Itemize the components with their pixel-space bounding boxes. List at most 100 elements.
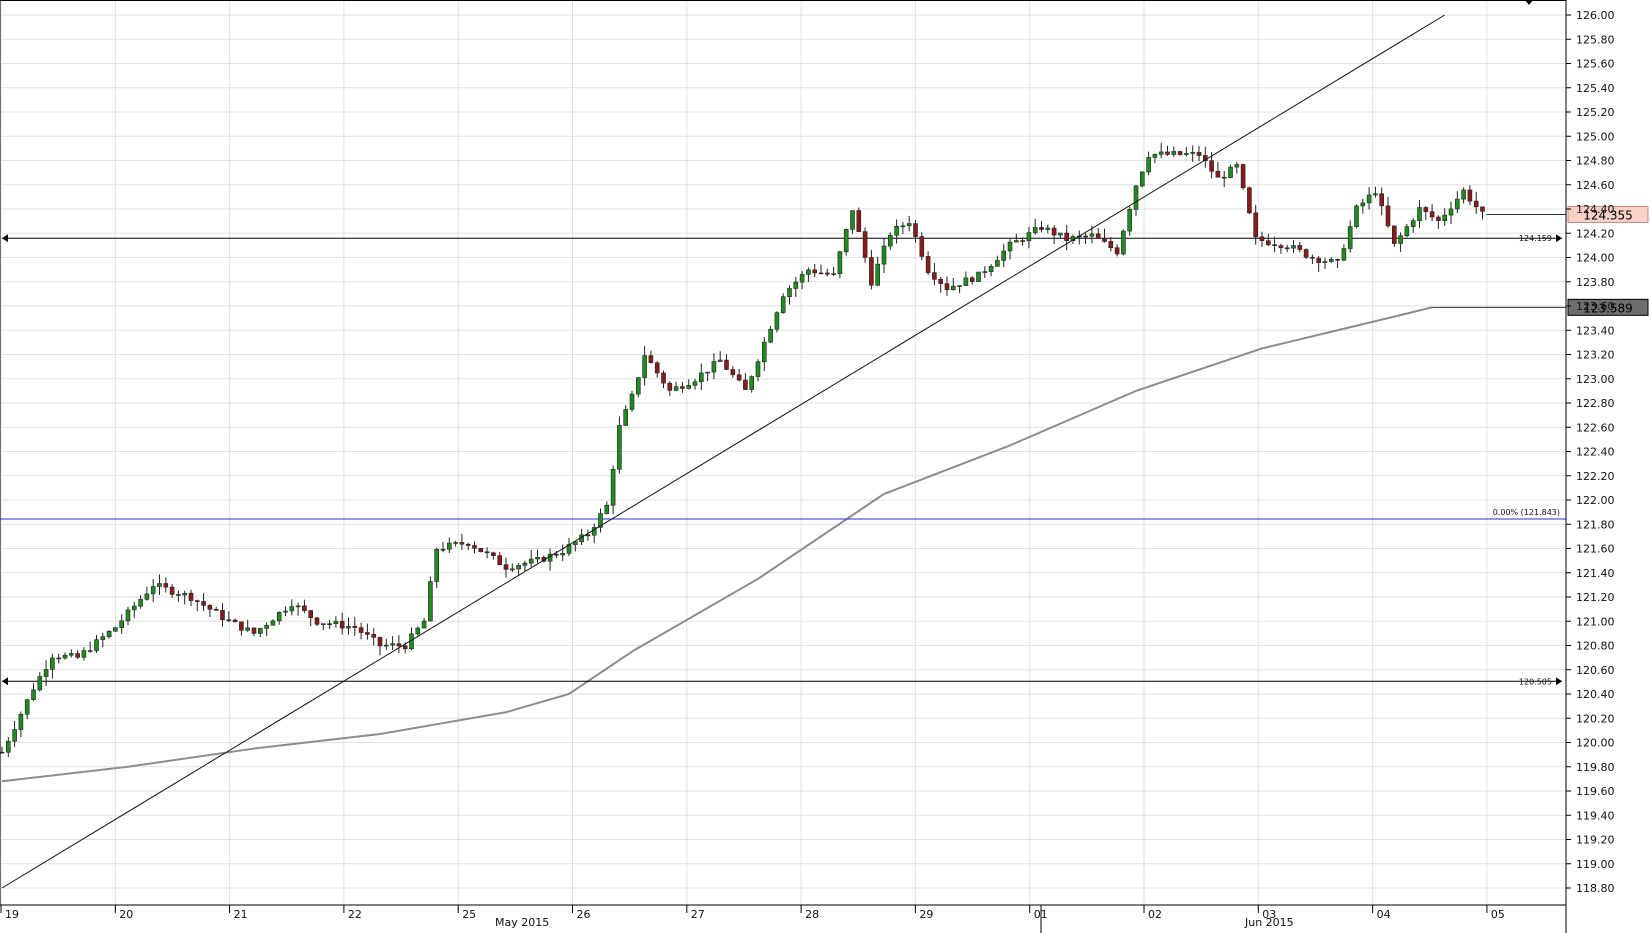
- candle-body: [207, 605, 213, 610]
- x-tick-label: 04: [1377, 908, 1391, 921]
- candle-body: [1436, 216, 1441, 221]
- y-tick-label: 120.00: [1576, 737, 1615, 750]
- candle-body: [617, 425, 622, 470]
- sma-line: 123.589: [1, 298, 1649, 783]
- candle-body: [1032, 227, 1038, 233]
- candle-body: [390, 643, 395, 646]
- candle-body: [446, 542, 452, 550]
- candle-body: [150, 586, 156, 595]
- y-tick-label: 119.40: [1576, 809, 1615, 822]
- candle-body: [1083, 235, 1088, 238]
- candle-body: [629, 393, 635, 410]
- candle-body: [950, 285, 956, 291]
- candle-body: [938, 278, 944, 284]
- y-tick-label: 119.80: [1576, 761, 1615, 774]
- candle-body: [1140, 171, 1145, 187]
- candle-body: [402, 645, 408, 650]
- candle-body: [1177, 151, 1183, 155]
- candle-body: [503, 564, 509, 570]
- candle-body: [106, 630, 112, 637]
- x-tick-label: 03: [1262, 908, 1276, 921]
- candle-body: [251, 627, 257, 634]
- candle-body: [780, 296, 786, 313]
- y-tick-label: 119.00: [1576, 858, 1615, 871]
- current-price-box: [1567, 205, 1649, 223]
- candle-body: [465, 543, 471, 546]
- candle-body: [56, 657, 62, 660]
- candle-body: [736, 374, 742, 381]
- candle-body: [428, 581, 433, 622]
- candle-body: [1089, 233, 1095, 237]
- y-tick-label: 119.20: [1576, 834, 1615, 847]
- candle-body: [195, 600, 200, 602]
- y-tick-label: 121.00: [1576, 615, 1615, 628]
- candle-body: [585, 534, 591, 537]
- candle-body: [182, 592, 187, 596]
- sma-value-label: 123.589: [1583, 301, 1633, 315]
- candle-body: [875, 263, 881, 286]
- y-tick-label: 123.20: [1576, 349, 1615, 362]
- candle-body: [50, 657, 55, 670]
- candle-body: [333, 621, 339, 625]
- candle-body: [1385, 205, 1391, 227]
- candle-body: [673, 386, 679, 391]
- candle-body: [1228, 166, 1233, 178]
- candle-body: [881, 245, 887, 265]
- candle-body: [113, 627, 118, 632]
- candle-body: [900, 225, 906, 228]
- candle-body: [232, 619, 238, 623]
- candle-body: [163, 583, 169, 588]
- line-arrow-left: [2, 677, 8, 686]
- current-price-label: 124.355: [1583, 208, 1633, 222]
- y-tick-label: 124.20: [1576, 227, 1615, 240]
- candle-body: [837, 251, 843, 274]
- candle-body: [862, 231, 868, 258]
- candle-body: [1442, 214, 1447, 221]
- candle-body: [339, 621, 345, 629]
- candle-body: [944, 283, 950, 291]
- candle-body: [157, 583, 162, 587]
- candle-body: [869, 257, 874, 286]
- x-tick-label: 27: [691, 908, 705, 921]
- candle-body: [276, 611, 282, 622]
- candle-body: [717, 359, 723, 362]
- candle-body: [730, 369, 736, 376]
- candle-body: [522, 562, 528, 566]
- candle-body: [31, 689, 36, 700]
- candle-body: [440, 548, 446, 551]
- candle-body: [932, 272, 937, 280]
- candle-body: [1379, 193, 1384, 207]
- candle-body: [6, 740, 11, 753]
- candle-body: [680, 386, 685, 389]
- candle-body: [81, 650, 87, 658]
- candle-body: [642, 355, 647, 378]
- candle-body: [995, 260, 1000, 267]
- candle-body: [1058, 232, 1063, 236]
- trendline: [1, 0, 1533, 889]
- candle-body: [913, 223, 918, 237]
- y-tick-label: 122.20: [1576, 470, 1615, 483]
- candle-body: [516, 565, 521, 570]
- candle-body: [358, 627, 364, 633]
- candle-body: [1221, 176, 1227, 179]
- candle-body: [1366, 194, 1372, 204]
- y-tick-label: 125.60: [1576, 58, 1615, 71]
- candle-body: [1392, 225, 1397, 244]
- candle-body: [1184, 153, 1189, 155]
- candle-body: [724, 359, 729, 370]
- candle-body: [0, 751, 5, 754]
- candle-body: [610, 468, 616, 506]
- candle-body: [24, 699, 30, 715]
- y-tick-label: 121.80: [1576, 518, 1615, 531]
- line-arrow-right: [1556, 234, 1562, 243]
- sma-polyline: [1, 306, 1433, 783]
- y-tick-label: 121.40: [1576, 567, 1615, 580]
- candle-body: [1398, 235, 1403, 244]
- x-tick-label: 20: [119, 908, 133, 921]
- scroll-marker-icon: [1525, 0, 1533, 5]
- candle-body: [793, 281, 799, 289]
- candle-body: [988, 266, 994, 272]
- x-month-label: May 2015: [495, 916, 549, 929]
- hline-label: 124.159: [1519, 234, 1552, 243]
